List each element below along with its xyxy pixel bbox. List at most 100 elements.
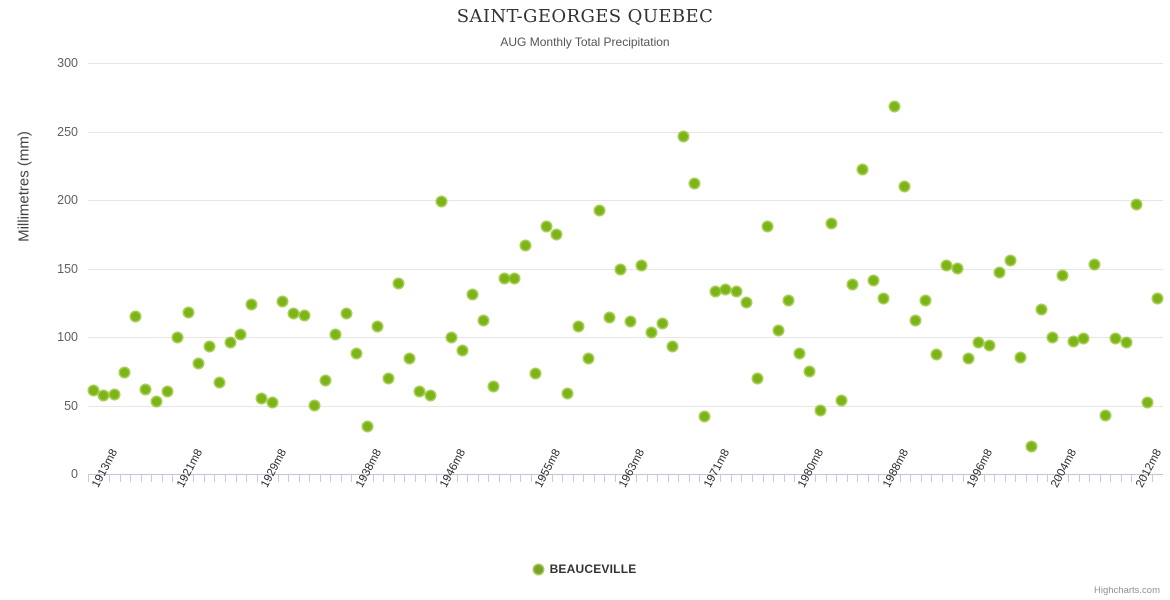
scatter-point[interactable] <box>868 276 878 286</box>
scatter-point[interactable] <box>942 261 952 271</box>
scatter-point[interactable] <box>805 366 815 376</box>
scatter-point[interactable] <box>531 369 541 379</box>
scatter-point[interactable] <box>1037 305 1047 315</box>
scatter-point[interactable] <box>373 321 383 331</box>
scatter-point[interactable] <box>541 221 551 231</box>
scatter-point[interactable] <box>109 390 119 400</box>
scatter-point[interactable] <box>415 387 425 397</box>
scatter-point[interactable] <box>173 332 183 342</box>
scatter-point[interactable] <box>1121 337 1131 347</box>
scatter-point[interactable] <box>1132 199 1142 209</box>
scatter-point[interactable] <box>362 421 372 431</box>
scatter-point[interactable] <box>1111 333 1121 343</box>
scatter-point[interactable] <box>700 411 710 421</box>
scatter-point[interactable] <box>468 290 478 300</box>
scatter-point[interactable] <box>1005 255 1015 265</box>
scatter-point[interactable] <box>826 218 836 228</box>
scatter-point[interactable] <box>963 354 973 364</box>
scatter-point[interactable] <box>974 337 984 347</box>
scatter-point[interactable] <box>1047 332 1057 342</box>
scatter-point[interactable] <box>88 385 98 395</box>
scatter-point[interactable] <box>141 384 151 394</box>
scatter-point[interactable] <box>510 273 520 283</box>
scatter-point[interactable] <box>689 179 699 189</box>
scatter-point[interactable] <box>995 268 1005 278</box>
scatter-point[interactable] <box>1016 353 1026 363</box>
scatter-point[interactable] <box>552 229 562 239</box>
scatter-point[interactable] <box>246 299 256 309</box>
scatter-point[interactable] <box>731 287 741 297</box>
scatter-point[interactable] <box>194 358 204 368</box>
scatter-point[interactable] <box>394 279 404 289</box>
scatter-point[interactable] <box>773 325 783 335</box>
scatter-point[interactable] <box>657 318 667 328</box>
scatter-point[interactable] <box>563 388 573 398</box>
scatter-point[interactable] <box>404 354 414 364</box>
scatter-point[interactable] <box>204 342 214 352</box>
scatter-point[interactable] <box>584 354 594 364</box>
scatter-point[interactable] <box>678 132 688 142</box>
scatter-point[interactable] <box>457 346 467 356</box>
scatter-point[interactable] <box>320 376 330 386</box>
scatter-point[interactable] <box>436 196 446 206</box>
scatter-point[interactable] <box>573 321 583 331</box>
scatter-point[interactable] <box>341 309 351 319</box>
scatter-point[interactable] <box>278 296 288 306</box>
scatter-point[interactable] <box>900 181 910 191</box>
scatter-point[interactable] <box>289 309 298 319</box>
scatter-point[interactable] <box>794 348 804 358</box>
scatter-point[interactable] <box>352 348 362 358</box>
scatter-point[interactable] <box>615 265 625 275</box>
scatter-point[interactable] <box>152 396 161 406</box>
scatter-point[interactable] <box>331 329 341 339</box>
scatter-point[interactable] <box>931 350 941 360</box>
scatter-point[interactable] <box>215 377 225 387</box>
scatter-point[interactable] <box>710 287 720 297</box>
scatter-point[interactable] <box>1142 398 1152 408</box>
scatter-point[interactable] <box>478 316 488 326</box>
scatter-point[interactable] <box>879 294 889 304</box>
scatter-point[interactable] <box>162 387 172 397</box>
scatter-point[interactable] <box>236 329 246 339</box>
scatter-point[interactable] <box>889 102 899 112</box>
scatter-point[interactable] <box>910 316 920 326</box>
scatter-point[interactable] <box>752 373 762 383</box>
scatter-point[interactable] <box>120 368 130 378</box>
scatter-point[interactable] <box>499 273 509 283</box>
scatter-point[interactable] <box>1068 336 1078 346</box>
scatter-point[interactable] <box>183 307 193 317</box>
scatter-point[interactable] <box>763 221 773 231</box>
scatter-point[interactable] <box>1100 410 1110 420</box>
scatter-point[interactable] <box>447 332 457 342</box>
scatter-point[interactable] <box>984 340 994 350</box>
scatter-point[interactable] <box>921 295 931 305</box>
scatter-point[interactable] <box>952 264 962 273</box>
scatter-point[interactable] <box>784 295 794 305</box>
scatter-point[interactable] <box>426 391 436 401</box>
scatter-point[interactable] <box>1089 259 1099 269</box>
scatter-point[interactable] <box>383 373 393 383</box>
scatter-point[interactable] <box>647 328 657 338</box>
scatter-point[interactable] <box>858 165 868 175</box>
scatter-point[interactable] <box>815 406 825 416</box>
scatter-point[interactable] <box>310 401 320 410</box>
scatter-point[interactable] <box>636 261 646 271</box>
scatter-point[interactable] <box>267 398 277 408</box>
scatter-point[interactable] <box>847 280 857 290</box>
scatter-point[interactable] <box>742 298 752 308</box>
scatter-point[interactable] <box>489 381 499 391</box>
scatter-point[interactable] <box>1058 270 1068 280</box>
scatter-point[interactable] <box>257 394 267 404</box>
scatter-point[interactable] <box>99 391 109 401</box>
scatter-point[interactable] <box>299 310 309 320</box>
scatter-point[interactable] <box>520 240 530 250</box>
scatter-point[interactable] <box>1026 442 1036 452</box>
scatter-point[interactable] <box>721 284 731 294</box>
scatter-point[interactable] <box>1153 294 1163 304</box>
scatter-point[interactable] <box>626 317 636 327</box>
scatter-point[interactable] <box>1079 333 1089 343</box>
scatter-point[interactable] <box>605 313 615 323</box>
scatter-point[interactable] <box>594 206 604 216</box>
scatter-point[interactable] <box>668 342 678 352</box>
legend-item-beauceville[interactable]: BEAUCEVILLE <box>533 562 637 576</box>
